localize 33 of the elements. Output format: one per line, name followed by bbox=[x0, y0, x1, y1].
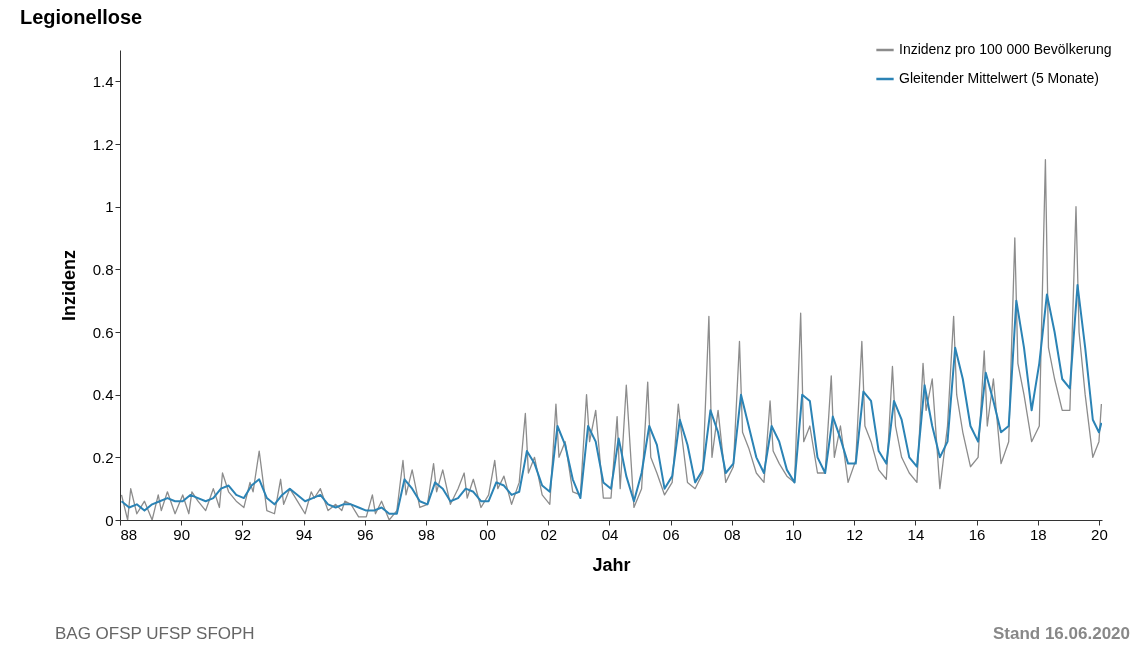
x-tick-label: 90 bbox=[173, 525, 191, 543]
x-tick-label: 96 bbox=[356, 525, 374, 543]
x-tick-label: 94 bbox=[295, 525, 313, 543]
x-tick-label: 00 bbox=[479, 525, 496, 543]
x-tick-label: 12 bbox=[846, 525, 864, 543]
x-axis-title: Jahr bbox=[592, 554, 631, 575]
x-tick-label: 14 bbox=[907, 525, 925, 543]
y-tick-label: 0.2 bbox=[92, 448, 114, 466]
y-tick-label: 1 bbox=[105, 198, 114, 216]
x-tick-label: 98 bbox=[418, 525, 435, 543]
x-tick-label: 16 bbox=[968, 525, 986, 543]
y-tick-label: 1.2 bbox=[92, 135, 114, 153]
x-tick-label: 08 bbox=[723, 525, 741, 543]
legend-label: Inzidenz pro 100 000 Bevölkerung bbox=[899, 41, 1112, 57]
y-tick-label: 1.4 bbox=[92, 72, 114, 90]
x-tick-label: 10 bbox=[785, 525, 802, 543]
y-tick-label: 0.6 bbox=[92, 323, 114, 341]
text: Stand 16.06.2020 bbox=[992, 624, 1130, 644]
x-tick-label: 02 bbox=[540, 525, 558, 543]
y-tick-label: 0.4 bbox=[92, 386, 114, 404]
x-tick-label: 04 bbox=[601, 525, 619, 543]
line-series bbox=[120, 284, 1102, 515]
y-axis-title: Inzidenz bbox=[58, 250, 79, 321]
x-tick-label: 18 bbox=[1029, 525, 1047, 543]
x-tick-label: 92 bbox=[234, 525, 252, 543]
y-tick-label: 0 bbox=[105, 511, 114, 529]
y-tick-label: 0.8 bbox=[92, 260, 114, 278]
x-tick-label: 06 bbox=[662, 525, 680, 543]
x-tick-label: 20 bbox=[1091, 525, 1108, 543]
legend-label: Gleitender Mittelwert (5 Monate) bbox=[899, 70, 1099, 86]
text: BAG OFSP UFSP SFOPH bbox=[55, 624, 255, 644]
chart-title: Legionellose bbox=[20, 6, 143, 28]
x-tick-label: 88 bbox=[120, 525, 138, 543]
